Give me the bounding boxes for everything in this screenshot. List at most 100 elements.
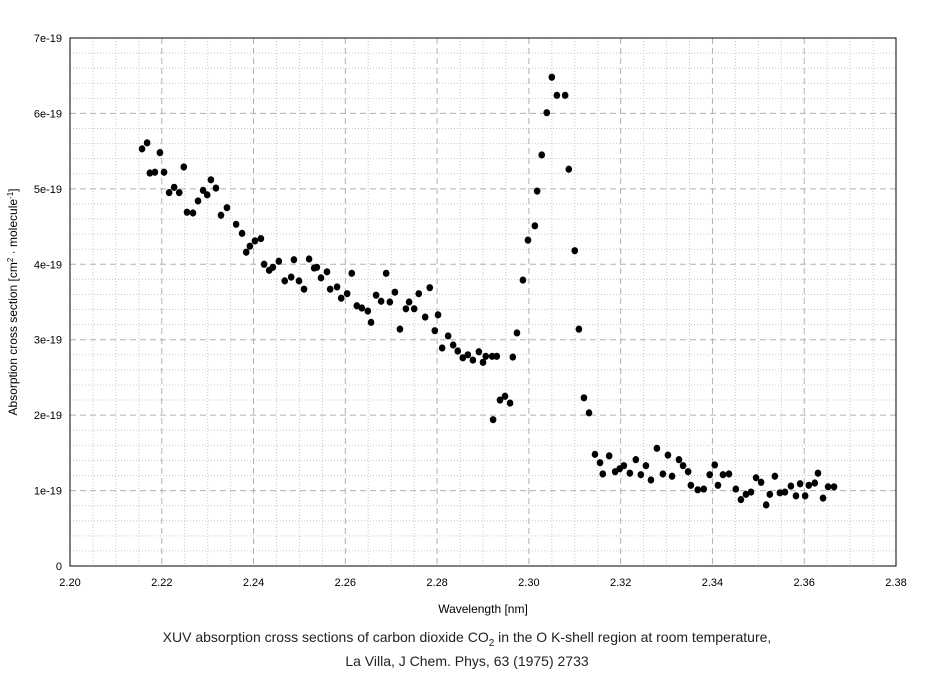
data-point bbox=[787, 482, 795, 490]
data-point bbox=[317, 274, 325, 282]
data-point bbox=[700, 485, 708, 493]
data-point bbox=[295, 277, 303, 285]
data-point bbox=[372, 291, 380, 299]
data-point bbox=[170, 183, 178, 191]
data-point bbox=[396, 325, 404, 333]
data-point bbox=[687, 481, 695, 489]
data-point bbox=[143, 139, 151, 147]
caption-text: in the O K-shell region at room temperat… bbox=[494, 629, 772, 645]
data-point bbox=[438, 344, 446, 352]
data-point bbox=[217, 211, 225, 219]
data-point bbox=[391, 288, 399, 296]
data-point bbox=[668, 472, 676, 480]
data-point bbox=[501, 392, 509, 400]
x-tick-label: 2.38 bbox=[885, 577, 906, 589]
caption-line-1: XUV absorption cross sections of carbon … bbox=[0, 629, 934, 649]
data-point bbox=[506, 399, 514, 407]
x-tick-label: 2.26 bbox=[335, 577, 356, 589]
data-point bbox=[626, 469, 634, 477]
data-point bbox=[358, 304, 366, 312]
y-label-superscript: -1 bbox=[6, 191, 15, 199]
data-point bbox=[454, 347, 462, 355]
data-point bbox=[242, 248, 250, 256]
data-point bbox=[747, 488, 755, 496]
data-point bbox=[642, 462, 650, 470]
data-point bbox=[496, 396, 504, 404]
x-axis-label: Wavelength [nm] bbox=[438, 602, 528, 616]
y-label-text: · molecule bbox=[6, 199, 20, 258]
data-point bbox=[719, 471, 727, 479]
data-point bbox=[596, 459, 604, 467]
data-point bbox=[538, 151, 546, 159]
data-point bbox=[386, 298, 394, 306]
data-point bbox=[353, 302, 361, 310]
data-point bbox=[138, 145, 146, 153]
x-tick-label: 2.20 bbox=[59, 577, 80, 589]
data-point bbox=[762, 501, 770, 509]
data-point bbox=[548, 73, 556, 81]
data-point bbox=[305, 255, 313, 263]
data-point bbox=[814, 469, 822, 477]
data-point bbox=[605, 452, 613, 460]
data-point bbox=[459, 354, 467, 362]
x-tick-label: 2.36 bbox=[794, 577, 815, 589]
data-point bbox=[290, 256, 298, 264]
data-point bbox=[251, 237, 259, 245]
data-point bbox=[513, 329, 521, 337]
data-point bbox=[599, 470, 607, 478]
data-point bbox=[679, 462, 687, 470]
data-point bbox=[426, 284, 434, 292]
data-point bbox=[493, 352, 501, 360]
data-point bbox=[203, 191, 211, 199]
y-tick-label: 1e-19 bbox=[34, 486, 62, 498]
data-point bbox=[653, 444, 661, 452]
data-point bbox=[323, 268, 331, 276]
data-point bbox=[533, 187, 541, 195]
data-point bbox=[260, 260, 268, 268]
data-point bbox=[575, 325, 583, 333]
data-point bbox=[565, 165, 573, 173]
data-point bbox=[464, 351, 472, 359]
x-tick-label: 2.24 bbox=[243, 577, 264, 589]
data-point bbox=[732, 485, 740, 493]
plot-frame bbox=[69, 37, 897, 567]
data-point bbox=[410, 305, 418, 313]
data-point bbox=[714, 481, 722, 489]
y-tick-label: 7e-19 bbox=[34, 33, 62, 45]
data-point bbox=[479, 358, 487, 366]
data-point bbox=[524, 236, 532, 244]
data-point bbox=[664, 451, 672, 459]
data-point bbox=[444, 332, 452, 340]
data-point bbox=[300, 285, 308, 293]
data-point bbox=[647, 476, 655, 484]
y-axis-label: Absorption cross section [cm2 · molecule… bbox=[6, 188, 21, 415]
data-point bbox=[364, 307, 372, 315]
data-point bbox=[766, 490, 774, 498]
caption-subscript: 2 bbox=[488, 637, 495, 649]
data-point bbox=[151, 168, 159, 176]
y-tick-label: 4e-19 bbox=[34, 259, 62, 271]
data-point bbox=[175, 189, 183, 197]
data-point bbox=[675, 456, 683, 464]
data-point bbox=[183, 208, 191, 216]
data-point bbox=[434, 311, 442, 319]
x-tick-label: 2.28 bbox=[426, 577, 447, 589]
data-point bbox=[488, 352, 496, 360]
data-point bbox=[531, 222, 539, 230]
y-tick-label: 2e-19 bbox=[34, 410, 62, 422]
data-point bbox=[337, 294, 345, 302]
data-point bbox=[776, 489, 784, 497]
data-point bbox=[591, 450, 599, 458]
data-point bbox=[469, 356, 477, 364]
data-point bbox=[509, 353, 517, 361]
y-tick-label: 0 bbox=[56, 561, 62, 573]
data-point bbox=[694, 486, 702, 494]
data-point bbox=[212, 184, 220, 192]
data-point bbox=[269, 263, 277, 271]
y-label-text: ] bbox=[6, 188, 20, 191]
data-point bbox=[287, 273, 295, 281]
data-point bbox=[561, 91, 569, 99]
data-point bbox=[194, 197, 202, 205]
